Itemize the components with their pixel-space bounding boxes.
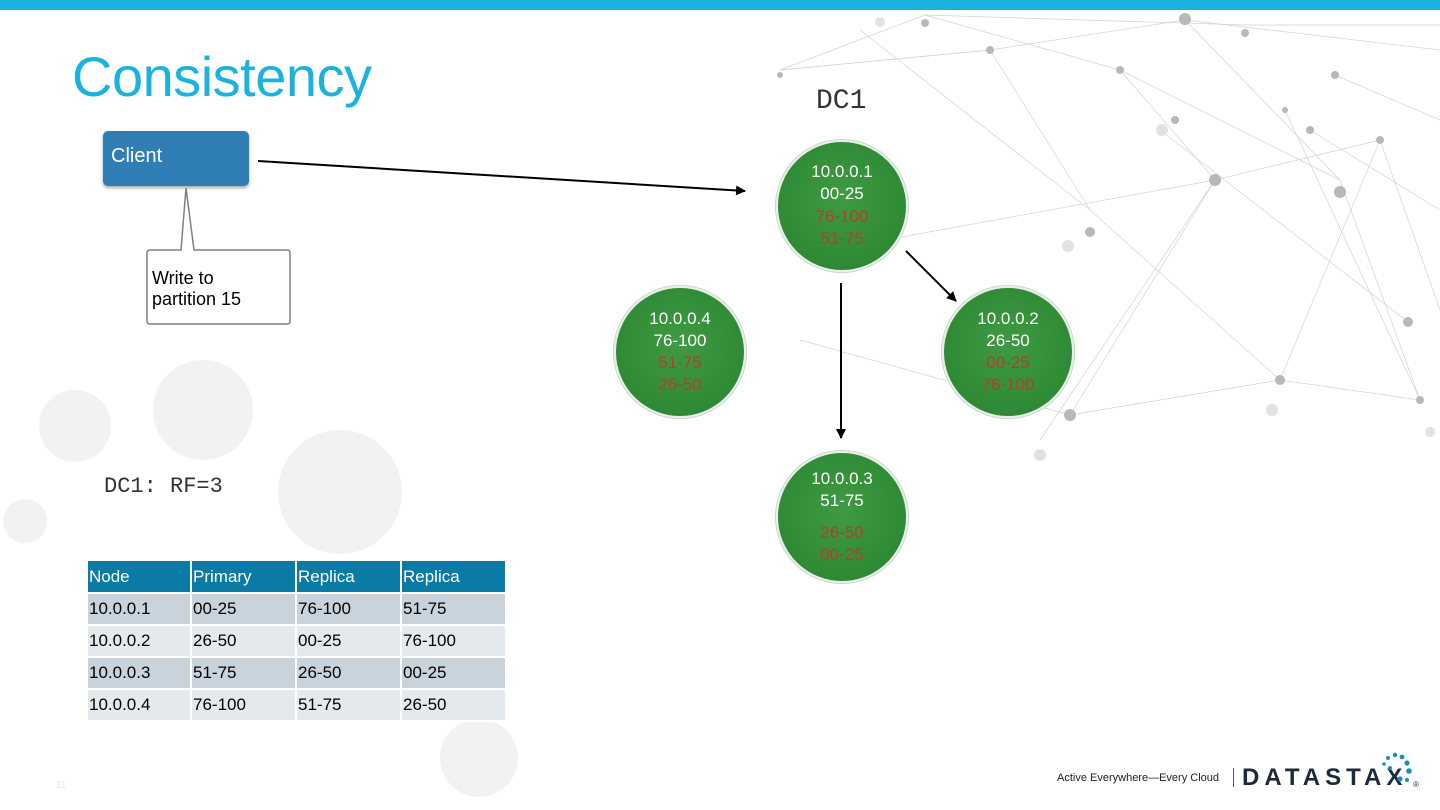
table-cell: 10.0.0.2: [88, 625, 192, 658]
client-box: Client: [103, 131, 249, 186]
node-primary-range: 76-100: [653, 331, 707, 350]
footer-tagline: Active Everywhere—Every Cloud: [1057, 772, 1220, 784]
node-replica-range: 26-50: [658, 375, 702, 394]
node-replica-range: 00-25: [820, 545, 864, 564]
node-replica-range: 26-50: [820, 523, 864, 542]
table-cell: 51-75: [296, 689, 402, 722]
table-cell: 10.0.0.3: [88, 657, 192, 690]
slide-title: Consistency: [72, 45, 372, 108]
token-distribution-table: Node Primary Replica Replica 10.0.0.1 00…: [88, 561, 507, 722]
column-header: Primary: [191, 561, 297, 594]
node-primary-range: 51-75: [820, 491, 864, 510]
node-ip: 10.0.0.2: [977, 309, 1039, 328]
table-cell: 76-100: [296, 593, 402, 626]
table-row: 10.0.0.4 76-100 51-75 26-50: [88, 689, 507, 722]
bubbles-background-graphic: [3, 360, 518, 797]
node-10-0-0-2: 10.0.0.2 26-50 00-25 76-100: [942, 286, 1074, 418]
node-replica-range: 76-100: [981, 375, 1035, 394]
table-cell: 10.0.0.1: [88, 593, 192, 626]
column-header: Replica: [296, 561, 402, 594]
slide-number: 11: [56, 780, 67, 791]
table-header-row: Node Primary Replica Replica: [88, 561, 507, 594]
table-cell: 10.0.0.4: [88, 689, 192, 722]
callout-line-2: partition 15: [152, 289, 242, 309]
datastax-dots-icon: ®: [1382, 752, 1419, 789]
datastax-logo: DATASTAX: [1242, 764, 1408, 791]
footer-divider: [1233, 768, 1234, 787]
table-cell: 51-75: [401, 593, 507, 626]
table-row: 10.0.0.1 00-25 76-100 51-75: [88, 593, 507, 626]
table-row: 10.0.0.2 26-50 00-25 76-100: [88, 625, 507, 658]
table-cell: 26-50: [296, 657, 402, 690]
table-cell: 26-50: [401, 689, 507, 722]
table-cell: 00-25: [401, 657, 507, 690]
callout-line-1: Write to: [152, 268, 214, 288]
node-primary-range: 00-25: [820, 184, 864, 203]
table-cell: 76-100: [191, 689, 297, 722]
write-callout-text: Write to partition 15: [152, 268, 286, 310]
node-replica-range: 51-75: [658, 353, 702, 372]
table-cell: 51-75: [191, 657, 297, 690]
node-10-0-0-1: 10.0.0.1 00-25 76-100 51-75: [776, 140, 908, 272]
client-to-node1-arrow: [257, 160, 746, 196]
table-cell: 00-25: [296, 625, 402, 658]
node-ip: 10.0.0.1: [811, 162, 873, 181]
node-replica-range: 51-75: [820, 229, 864, 248]
replication-factor-label: DC1: RF=3: [104, 474, 223, 499]
node-ip: 10.0.0.4: [649, 309, 711, 328]
node-primary-range: 26-50: [986, 331, 1030, 350]
column-header: Replica: [401, 561, 507, 594]
top-accent-bar: [0, 0, 1440, 10]
node-ip: 10.0.0.3: [811, 469, 873, 488]
svg-text:®: ®: [1413, 780, 1419, 789]
node-10-0-0-4: 10.0.0.4 76-100 51-75 26-50: [614, 286, 746, 418]
network-background-graphic: [777, 13, 1440, 461]
node-replica-range: 00-25: [986, 353, 1030, 372]
column-header: Node: [88, 561, 192, 594]
table-cell: 26-50: [191, 625, 297, 658]
table-cell: 76-100: [401, 625, 507, 658]
node-replica-range: 76-100: [815, 207, 869, 226]
datacenter-label: DC1: [816, 86, 867, 117]
table-row: 10.0.0.3 51-75 26-50 00-25: [88, 657, 507, 690]
table-cell: 00-25: [191, 593, 297, 626]
node-10-0-0-3: 10.0.0.3 51-75 26-50 00-25: [776, 451, 908, 583]
